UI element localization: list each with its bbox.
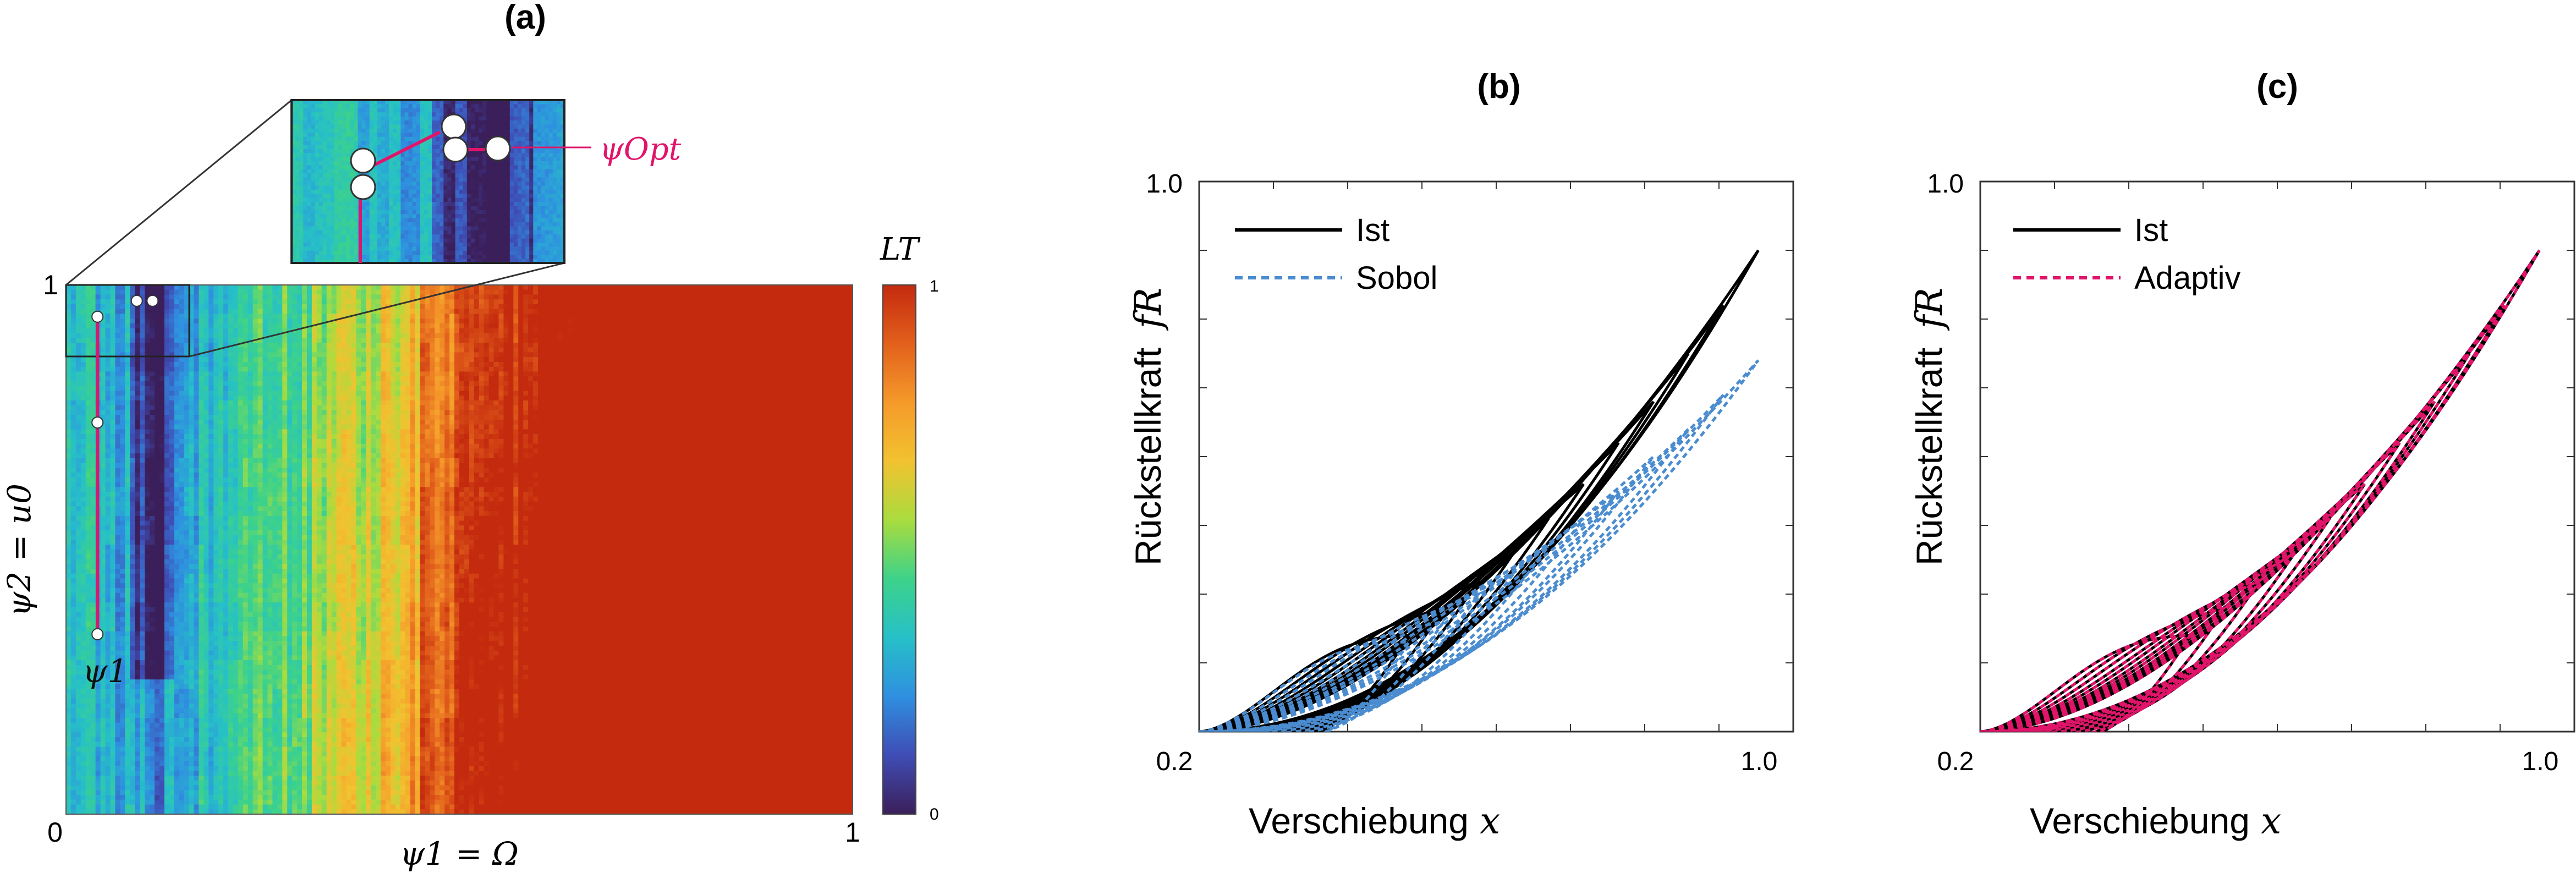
b-legend-sobol: Sobol bbox=[1356, 260, 1437, 296]
adaptiv-loop bbox=[1980, 483, 2366, 732]
sobol-loop bbox=[1199, 545, 1550, 732]
inset-search-point bbox=[485, 135, 511, 162]
zoom-inset bbox=[292, 100, 564, 263]
inset-search-point bbox=[350, 147, 376, 174]
sobol-loop bbox=[1199, 640, 1411, 732]
c-xlabel-var: x bbox=[2261, 800, 2281, 842]
ist-loop bbox=[1199, 352, 1690, 732]
colorbar-tick-min: 0 bbox=[930, 805, 939, 823]
inset-search-point bbox=[441, 113, 467, 140]
sobol-loop bbox=[1199, 490, 1620, 732]
b-plot-frame bbox=[1198, 180, 1794, 733]
panel-a-title: (a) bbox=[504, 0, 546, 36]
c-legend-adaptiv: Adaptiv bbox=[2134, 260, 2240, 296]
c-ylabel: Rückstellkraft fR bbox=[1908, 288, 1951, 565]
panel-c-title: (c) bbox=[2256, 68, 2298, 106]
adaptiv-loop bbox=[1980, 352, 2471, 732]
a-x-tick-1: 1 bbox=[845, 817, 860, 848]
colorbar-tick-max: 1 bbox=[930, 277, 939, 295]
c-legend: Ist Adaptiv bbox=[2013, 212, 2240, 296]
search-point bbox=[91, 310, 104, 323]
colorbar bbox=[882, 284, 916, 815]
colorbar-label: LT bbox=[880, 232, 921, 267]
b-ylabel: Rückstellkraft fR bbox=[1127, 288, 1169, 565]
adaptiv-loop bbox=[1980, 576, 2264, 732]
a-y-tick-1: 1 bbox=[43, 270, 58, 300]
b-ylabel-var: fR bbox=[1127, 288, 1169, 331]
adaptiv-loop bbox=[1980, 442, 2401, 732]
b-x-tick-1: 1.0 bbox=[1741, 747, 1778, 776]
panel-a: (a) ψOpt ψ1 0 1 1 ψ1 = Ω ψ2 = u0 LT 1 0 bbox=[1, 0, 939, 872]
adaptiv-loop bbox=[1980, 249, 2541, 732]
panel-b: (b) 1.0 0.2 1.0 Verschiebung x Rückstell… bbox=[1127, 68, 1794, 842]
sobol-loop bbox=[1199, 393, 1724, 732]
c-ylabel-text: Rückstellkraft bbox=[1909, 348, 1949, 565]
b-tick-marks bbox=[1199, 182, 1793, 732]
a-x-tick-0: 0 bbox=[47, 817, 63, 848]
zoom-connector-right bbox=[189, 262, 565, 358]
heatmap bbox=[66, 285, 853, 814]
b-legend: Ist Sobol bbox=[1235, 212, 1437, 296]
search-point bbox=[130, 294, 143, 307]
adaptiv-loop bbox=[1980, 605, 2228, 732]
inset-path-line bbox=[373, 130, 441, 167]
a-xlabel: ψ1 = Ω bbox=[400, 835, 519, 872]
opt-label: ψOpt bbox=[600, 131, 682, 167]
ist-loop bbox=[1199, 576, 1483, 732]
inset-search-point bbox=[442, 136, 469, 163]
panel-c: (c) 1.0 0.2 1.0 Verschiebung x Rückstell… bbox=[1908, 68, 2575, 842]
sobol-loop bbox=[1199, 517, 1585, 732]
a-ylabel: ψ2 = u0 bbox=[1, 484, 38, 617]
c-xlabel: Verschiebung x bbox=[2030, 800, 2281, 842]
c-y-tick-1: 1.0 bbox=[1927, 169, 1964, 199]
c-x-tick-1: 1.0 bbox=[2522, 747, 2559, 776]
adaptiv-loop bbox=[1980, 551, 2296, 732]
search-path bbox=[91, 294, 159, 640]
heatmap-frame bbox=[65, 284, 853, 815]
panel-b-title: (b) bbox=[1477, 68, 1520, 106]
c-xlabel-text: Verschiebung bbox=[2030, 800, 2250, 841]
c-hysteresis-loops bbox=[1980, 249, 2541, 732]
search-point bbox=[91, 416, 104, 429]
inset-search-point bbox=[350, 174, 376, 200]
b-hysteresis-loops bbox=[1199, 249, 1760, 732]
sobol-loop bbox=[1199, 572, 1515, 732]
b-y-tick-1: 1.0 bbox=[1146, 169, 1183, 199]
zoom-inset-frame bbox=[290, 99, 565, 264]
adaptiv-loop bbox=[1980, 400, 2436, 732]
adaptiv-loop bbox=[1980, 634, 2193, 732]
inset-search-path bbox=[350, 113, 511, 263]
c-legend-ist: Ist bbox=[2134, 212, 2168, 248]
b-x-tick-0: 0.2 bbox=[1156, 747, 1193, 776]
search-point bbox=[146, 294, 159, 307]
search-point bbox=[91, 628, 104, 640]
psi1-label: ψ1 bbox=[83, 652, 128, 690]
b-xlabel: Verschiebung x bbox=[1249, 800, 1500, 842]
b-ylabel-text: Rückstellkraft bbox=[1128, 348, 1168, 565]
adaptiv-loop bbox=[1980, 304, 2506, 732]
zoom-region bbox=[65, 284, 190, 358]
c-ylabel-var: fR bbox=[1908, 288, 1951, 331]
sobol-loop bbox=[1199, 455, 1655, 732]
zoom-connector-left bbox=[65, 99, 292, 286]
b-legend-ist: Ist bbox=[1356, 212, 1389, 248]
c-x-tick-0: 0.2 bbox=[1937, 747, 1974, 776]
sobol-loop bbox=[1199, 591, 1483, 732]
b-xlabel-text: Verschiebung bbox=[1249, 800, 1469, 841]
ist-loop bbox=[1199, 400, 1655, 732]
adaptiv-loop bbox=[1980, 517, 2331, 732]
c-plot-frame bbox=[1979, 180, 2575, 733]
b-xlabel-var: x bbox=[1480, 800, 1500, 842]
